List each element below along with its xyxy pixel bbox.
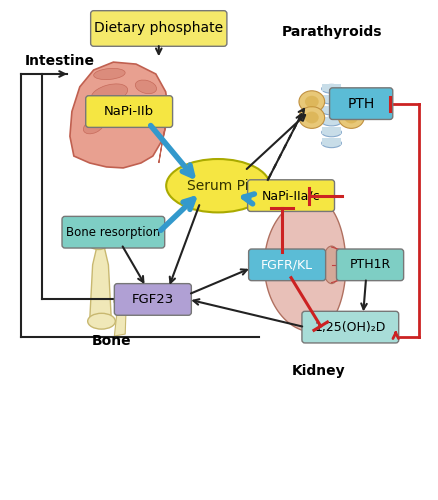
Ellipse shape: [83, 119, 104, 134]
Ellipse shape: [321, 95, 342, 104]
Polygon shape: [114, 304, 126, 336]
FancyBboxPatch shape: [114, 284, 191, 316]
Ellipse shape: [299, 91, 325, 112]
FancyBboxPatch shape: [329, 88, 393, 120]
Text: NaPi-IIa/c: NaPi-IIa/c: [262, 189, 320, 202]
Text: PTH1R: PTH1R: [350, 258, 391, 272]
Bar: [321, 116, 342, 123]
Ellipse shape: [119, 106, 147, 120]
Ellipse shape: [321, 106, 342, 115]
Ellipse shape: [91, 84, 127, 103]
Ellipse shape: [94, 68, 125, 80]
Text: FGFR/KL: FGFR/KL: [261, 258, 313, 272]
Polygon shape: [265, 198, 346, 332]
Ellipse shape: [323, 246, 340, 284]
Ellipse shape: [344, 96, 358, 108]
Bar: [321, 138, 342, 145]
Ellipse shape: [114, 298, 127, 306]
Polygon shape: [70, 62, 169, 168]
Text: FGF23: FGF23: [132, 293, 174, 306]
Text: Bone resorption: Bone resorption: [66, 226, 160, 238]
Ellipse shape: [321, 117, 342, 126]
Ellipse shape: [305, 96, 319, 108]
Ellipse shape: [135, 80, 156, 94]
FancyBboxPatch shape: [302, 312, 399, 343]
Text: Bone: Bone: [92, 334, 131, 348]
Ellipse shape: [145, 98, 160, 109]
Ellipse shape: [339, 106, 364, 128]
Text: Kidney: Kidney: [292, 364, 346, 378]
Bar: [321, 128, 342, 134]
Ellipse shape: [321, 128, 342, 137]
Ellipse shape: [305, 112, 319, 124]
Polygon shape: [90, 248, 111, 321]
Bar: [321, 106, 342, 112]
Ellipse shape: [299, 106, 325, 128]
Ellipse shape: [88, 314, 115, 329]
Polygon shape: [159, 112, 169, 163]
FancyBboxPatch shape: [336, 249, 404, 280]
Text: PTH: PTH: [347, 96, 375, 110]
Text: Serum Pi: Serum Pi: [187, 178, 249, 192]
FancyBboxPatch shape: [86, 96, 173, 128]
Ellipse shape: [166, 159, 270, 212]
FancyBboxPatch shape: [91, 10, 227, 46]
Bar: [321, 84, 342, 91]
Ellipse shape: [321, 84, 342, 94]
Ellipse shape: [321, 138, 342, 147]
Text: Dietary phosphate: Dietary phosphate: [94, 22, 223, 36]
FancyBboxPatch shape: [249, 249, 325, 280]
Text: NaPi-IIb: NaPi-IIb: [104, 105, 154, 118]
Text: Parathyroids: Parathyroids: [281, 24, 382, 38]
Ellipse shape: [344, 112, 358, 124]
Ellipse shape: [88, 234, 110, 250]
Text: Intestine: Intestine: [25, 54, 95, 68]
Ellipse shape: [339, 91, 364, 112]
FancyBboxPatch shape: [62, 216, 165, 248]
FancyBboxPatch shape: [247, 180, 335, 212]
Text: 1,25(OH)₂D: 1,25(OH)₂D: [314, 320, 386, 334]
Bar: [321, 94, 342, 102]
